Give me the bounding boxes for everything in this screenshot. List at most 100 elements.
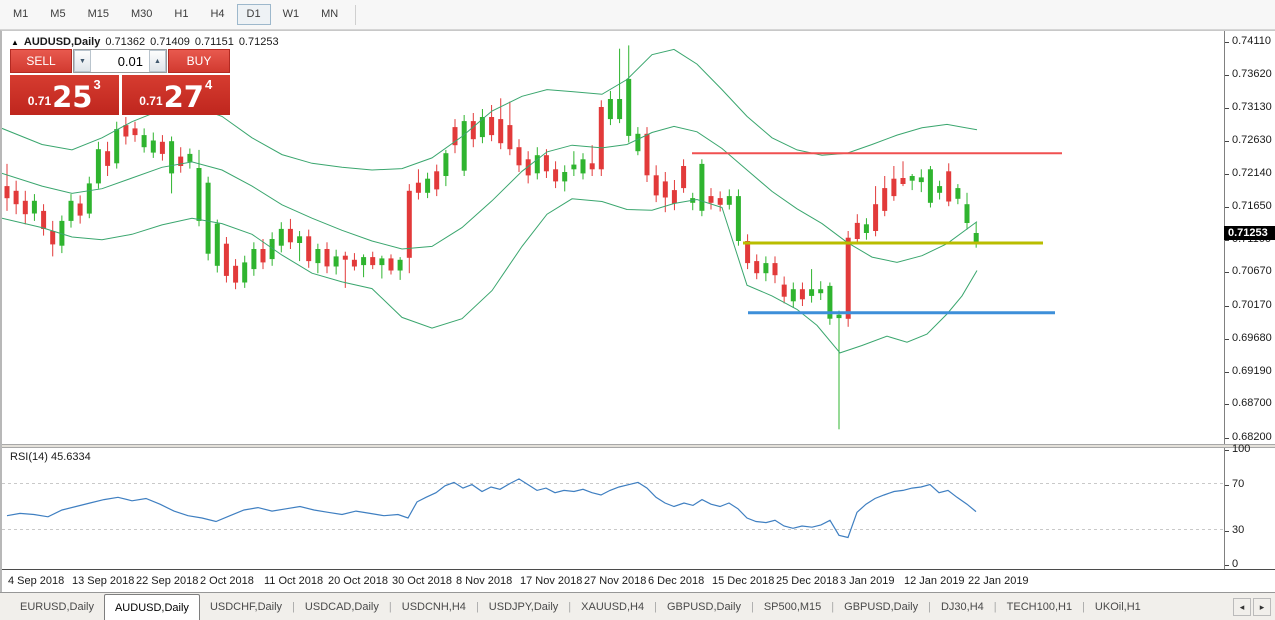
rsi-axis-label: 100: [1224, 443, 1251, 455]
tab-tech100-h1[interactable]: TECH100,H1: [1006, 600, 1073, 613]
tab-audusd-daily[interactable]: AUDUSD,Daily: [103, 594, 200, 620]
tab-separator: |: [475, 600, 479, 613]
date-axis-label: 6 Dec 2018: [648, 575, 705, 587]
tab-scroll-right-button[interactable]: ▸: [1253, 598, 1271, 616]
tab-separator: |: [831, 600, 835, 613]
pane-separator[interactable]: [2, 444, 1275, 448]
date-axis: 4 Sep 2018 13 Sep 2018 22 Sep 2018 2 Oct 20…: [2, 569, 1275, 593]
price-axis-label: 0.72140: [1225, 167, 1272, 179]
buy-quote-panel[interactable]: 0.71 27 4: [121, 75, 230, 115]
sell-big-figure: 0.71: [27, 94, 52, 108]
tab-usdchf-daily[interactable]: USDCHF,Daily: [209, 600, 283, 613]
price-axis-label: 0.72630: [1225, 134, 1272, 147]
rsi-axis-label: 30: [1224, 523, 1245, 536]
rsi-axis-label: 70: [1224, 477, 1245, 490]
date-axis-label: 3 Jan 2019: [840, 575, 895, 587]
date-axis-label: 12 Jan 2019: [904, 575, 965, 587]
date-axis-label: 2 Oct 2018: [200, 575, 254, 587]
tab-sp500-m15[interactable]: SP500,M15: [763, 600, 822, 613]
tab-gbpusd-daily[interactable]: GBPUSD,Daily: [844, 600, 919, 613]
chart-tab-bar: EURUSD,Daily AUDUSD,Daily USDCHF,Daily | USD…: [0, 592, 1275, 620]
ohlc-high: 0.71409: [150, 36, 190, 48]
one-click-panel-toggle-icon[interactable]: ▲: [11, 37, 19, 47]
sell-button[interactable]: SELL: [10, 49, 72, 73]
date-axis-label: 20 Oct 2018: [328, 575, 388, 587]
price-axis-label: 0.73130: [1225, 100, 1272, 113]
toolbar-separator: [355, 4, 357, 25]
date-axis-label: 22 Sep 2018: [136, 575, 199, 587]
price-axis-label: 0.71650: [1225, 199, 1272, 212]
timeframe-button-mn[interactable]: MN: [311, 4, 348, 25]
tab-separator: |: [388, 600, 392, 613]
tab-separator: |: [1082, 600, 1085, 613]
chart-window: ▲ AUDUSD,Daily 0.71362 0.71409 0.71151 0…: [0, 30, 1275, 593]
sell-pips: 25: [52, 80, 93, 115]
price-axis-label: 0.69190: [1225, 364, 1272, 377]
buy-pips: 27: [163, 80, 204, 115]
bollinger-middle-band: [2, 125, 978, 263]
rsi-axis: 100 70 30 0: [1224, 443, 1275, 570]
buy-big-figure: 0.71: [139, 94, 163, 108]
volume-decrease-button[interactable]: ▼: [74, 50, 91, 72]
rsi-pane: RSI(14) 45.6334 100 70 30 0: [2, 443, 1275, 570]
rsi-chart-canvas[interactable]: [2, 448, 1224, 569]
volume-increase-button[interactable]: ▲: [149, 50, 166, 72]
timeframe-button-h4[interactable]: H4: [200, 4, 234, 25]
buy-button[interactable]: BUY: [168, 49, 230, 73]
timeframe-button-m5[interactable]: M5: [40, 4, 75, 25]
price-axis-label: 0.69680: [1225, 331, 1272, 344]
one-click-trading-panel: SELL ▼ 0.01 ▲ BUY 0.71 25 3 0.71 27 4: [10, 49, 230, 115]
rsi-axis-label: 0: [1224, 558, 1239, 570]
timeframe-buttons: M1 M5 M15 M30 H1 H4 D1 W1 MN: [2, 4, 349, 25]
chart-title: ▲ AUDUSD,Daily 0.71362 0.71409 0.71151 0…: [11, 36, 279, 48]
tab-xauusd-h4[interactable]: XAUUSD,H4: [581, 600, 645, 613]
rsi-line: [6, 478, 977, 539]
timeframe-button-m1[interactable]: M1: [3, 4, 38, 25]
ohlc-close: 0.71253: [238, 36, 279, 48]
date-axis-label: 17 Nov 2018: [520, 575, 583, 587]
chart-tabs: EURUSD,Daily AUDUSD,Daily USDCHF,Daily | USD…: [10, 593, 1151, 620]
timeframe-button-w1[interactable]: W1: [273, 4, 310, 25]
candles: [4, 45, 979, 430]
tab-separator: |: [750, 600, 754, 613]
tab-separator: |: [292, 600, 295, 613]
date-axis-label: 15 Dec 2018: [712, 575, 775, 587]
timeframe-button-m30[interactable]: M30: [121, 4, 162, 25]
tab-usdcad-daily[interactable]: USDCAD,Daily: [304, 600, 379, 613]
timeframe-toolbar: M1 M5 M15 M30 H1 H4 D1 W1 MN: [0, 0, 1275, 30]
price-axis-label: 0.70670: [1225, 265, 1272, 278]
timeframe-button-d1[interactable]: D1: [236, 4, 271, 25]
bollinger-lower-band: [2, 198, 978, 354]
price-axis-label: 0.68700: [1225, 397, 1272, 410]
price-axis-label: 0.70170: [1225, 299, 1272, 311]
tab-gbpusd-daily[interactable]: GBPUSD,Daily: [666, 600, 741, 613]
tab-separator: |: [654, 600, 657, 613]
date-axis-label: 30 Oct 2018: [392, 575, 452, 587]
tab-usdjpy-daily[interactable]: USDJPY,Daily: [488, 600, 559, 613]
tab-eurusd-daily[interactable]: EURUSD,Daily: [20, 600, 94, 613]
tab-separator: |: [568, 600, 572, 613]
price-axis-label: 0.68200: [1225, 431, 1272, 443]
buy-pipette: 4: [204, 77, 213, 92]
timeframe-button-m15[interactable]: M15: [78, 4, 119, 25]
date-axis-label: 11 Oct 2018: [264, 575, 324, 587]
date-axis-label: 13 Sep 2018: [72, 575, 135, 587]
date-axis-label: 22 Jan 2019: [968, 575, 1029, 587]
symbol-period-label: AUDUSD,Daily: [23, 36, 101, 48]
timeframe-button-h1[interactable]: H1: [164, 4, 198, 25]
sell-quote-panel[interactable]: 0.71 25 3: [10, 75, 119, 115]
tab-nav: ◂ ▸: [1233, 598, 1271, 616]
price-pane: ▲ AUDUSD,Daily 0.71362 0.71409 0.71151 0…: [2, 31, 1275, 444]
ohlc-open: 0.71362: [105, 36, 146, 48]
tab-ukoil-h1[interactable]: UKOil,H1: [1094, 600, 1141, 613]
tab-dj30-h4[interactable]: DJ30,H4: [940, 600, 984, 613]
date-axis-label: 27 Nov 2018: [584, 575, 647, 587]
sell-pipette: 3: [93, 77, 101, 92]
date-axis-label: 8 Nov 2018: [456, 575, 513, 587]
price-chart-canvas[interactable]: [2, 31, 1224, 444]
tab-usdcnh-h4[interactable]: USDCNH,H4: [401, 600, 466, 613]
tab-scroll-left-button[interactable]: ◂: [1233, 598, 1251, 616]
volume-input[interactable]: 0.01: [117, 53, 143, 69]
rsi-name: RSI(14): [10, 451, 48, 463]
date-axis-label: 25 Dec 2018: [776, 575, 839, 587]
